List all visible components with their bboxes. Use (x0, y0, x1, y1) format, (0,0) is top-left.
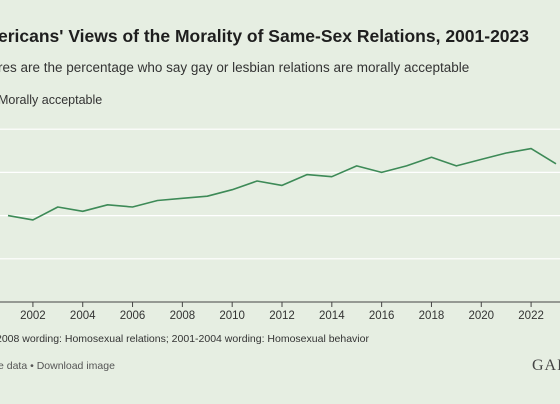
x-tick-label-2020: 2020 (468, 310, 494, 322)
x-axis (0, 301, 560, 307)
x-tick-label-2014: 2014 (319, 310, 345, 322)
wording-note: 2008 wording: Homosexual relations; 2001… (0, 333, 369, 345)
legend: Morally acceptable (0, 93, 102, 107)
grid-lines (0, 128, 560, 260)
series-morally-acceptable (7, 147, 557, 221)
chart-title: ericans' Views of the Morality of Same-S… (0, 26, 530, 46)
data-download-links[interactable]: e data • Download image (0, 360, 115, 372)
x-tick-label-2010: 2010 (219, 310, 245, 322)
chart-subtitle: res are the percentage who say gay or le… (0, 60, 470, 75)
x-tick-labels: 2002 2004 2006 2008 2010 2012 2014 2016 2018 2020… (20, 310, 544, 322)
gallup-logo: GAL (532, 357, 560, 374)
x-tick-label-2022: 2022 (518, 310, 544, 322)
x-tick-label-2004: 2004 (70, 310, 96, 322)
x-tick-label-2012: 2012 (269, 310, 295, 322)
x-tick-label-2016: 2016 (369, 310, 395, 322)
legend-label-morally-acceptable: Morally acceptable (0, 93, 103, 107)
x-tick-label-2008: 2008 (170, 310, 196, 322)
x-tick-label-2002: 2002 (20, 310, 46, 322)
series-line-0 (7, 147, 557, 221)
x-tick-label-2006: 2006 (120, 310, 146, 322)
x-tick-label-2018: 2018 (419, 310, 445, 322)
